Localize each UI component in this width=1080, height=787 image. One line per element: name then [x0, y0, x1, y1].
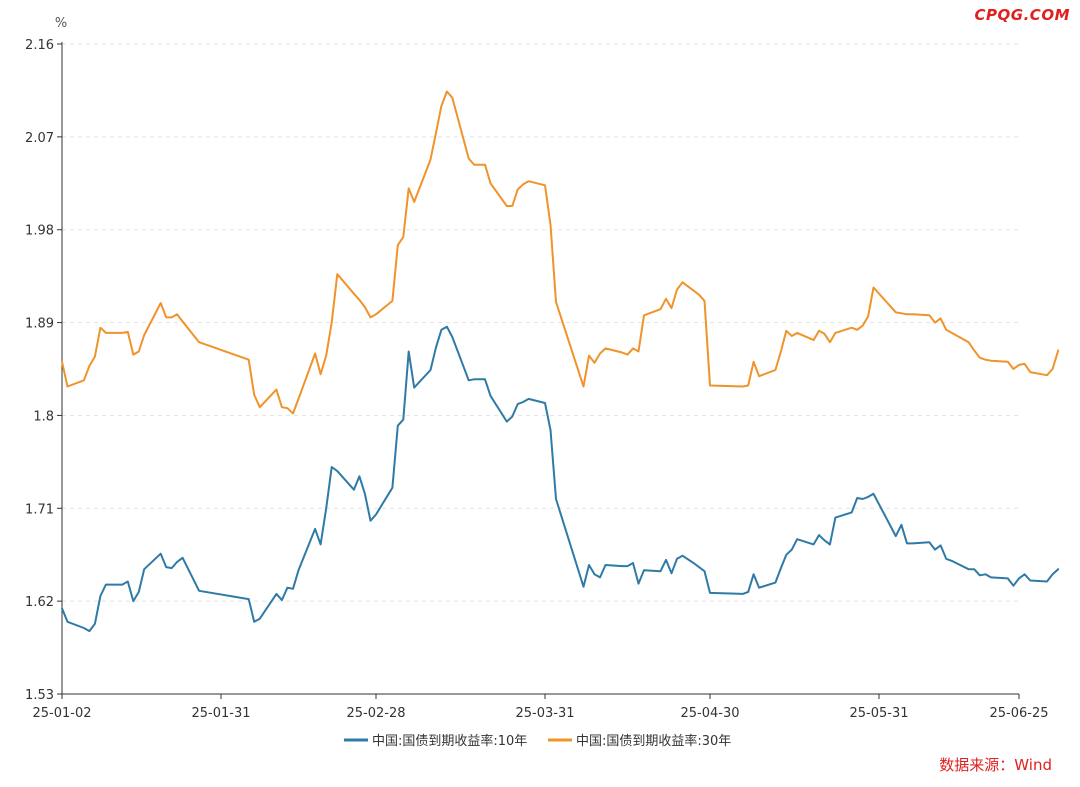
legend-item-30y: 中国:国债到期收益率:30年 — [548, 733, 731, 749]
y-tick-label: 2.07 — [25, 131, 54, 146]
watermark-text: CPQG.COM — [974, 6, 1070, 24]
x-tick-label: 25-02-28 — [346, 706, 405, 721]
series-line-10y — [61, 325, 1060, 633]
y-tick-label: 2.16 — [25, 38, 54, 53]
y-tick-label: 1.62 — [25, 595, 54, 610]
x-tick-label: 25-01-02 — [32, 706, 91, 721]
data-source-note: 数据来源：Wind — [939, 756, 1052, 774]
legend-label: 中国:国债到期收益率:30年 — [576, 733, 731, 749]
y-tick-label: 1.71 — [25, 502, 54, 517]
legend-label: 中国:国债到期收益率:10年 — [372, 733, 527, 749]
legend: 中国:国债到期收益率:10年 中国:国债到期收益率:30年 — [344, 733, 731, 749]
x-tick-label: 25-05-31 — [849, 706, 908, 721]
x-tick-label: 25-04-30 — [680, 706, 739, 721]
y-tick-label: 1.8 — [33, 409, 54, 424]
y-tick-label: 1.53 — [25, 688, 54, 703]
axes: 2.16 2.07 1.98 1.89 1.8 1.71 1.62 1.53% 25-01-02… — [25, 16, 1048, 721]
y-tick-label: 1.89 — [25, 317, 54, 332]
series-lines — [61, 90, 1060, 633]
legend-item-10y: 中国:国债到期收益率:10年 — [344, 733, 527, 749]
y-unit-label: % — [55, 16, 67, 31]
x-tick-label: 25-06-25 — [989, 706, 1048, 721]
series-line-30y — [61, 90, 1060, 415]
x-tick-label: 25-01-31 — [191, 706, 250, 721]
gridlines — [62, 43, 1019, 602]
y-tick-label: 1.98 — [25, 224, 54, 239]
x-tick-label: 25-03-31 — [515, 706, 574, 721]
